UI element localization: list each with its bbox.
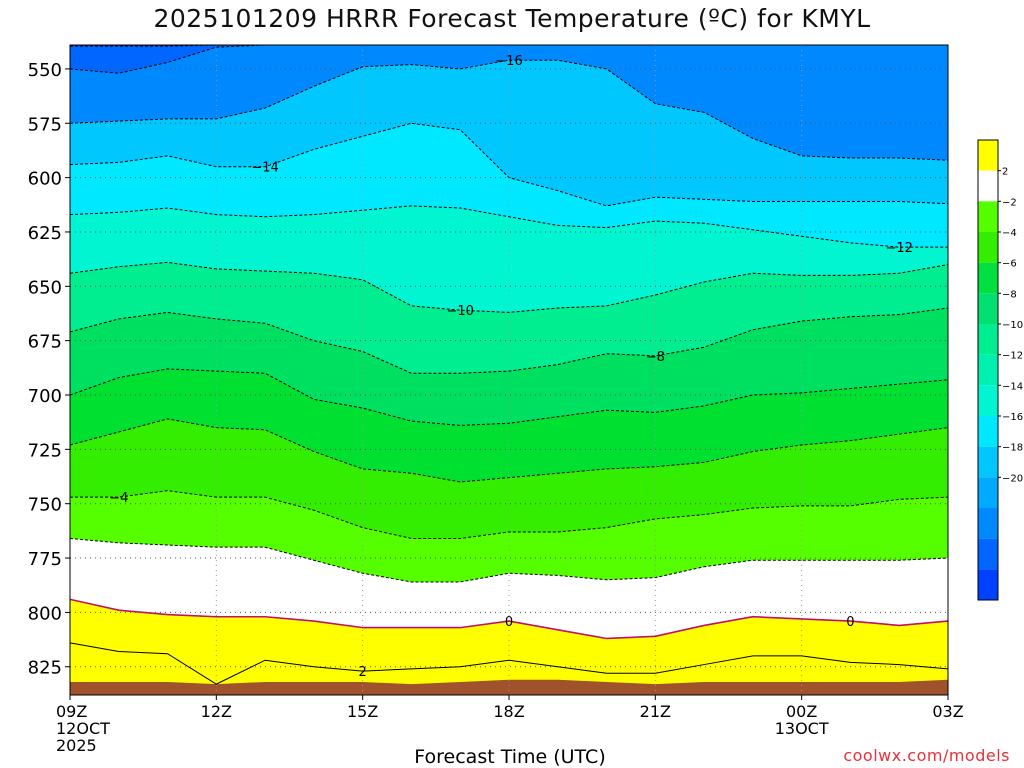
contour-label: 0 [505,615,513,630]
contour-line--14 [70,59,948,161]
y-tick-label: 600 [28,169,62,190]
y-tick-label: 650 [28,277,62,298]
colorbar-frame [977,139,999,601]
x-tick-label: 12OCT [56,719,110,738]
colorbar-label: −8 [1002,289,1017,300]
source-credit: coolwx.com/models [843,746,1010,765]
colorbar-swatch [978,416,998,447]
colorbar-swatch [978,324,998,355]
contour-line-6 [70,642,948,685]
x-tick-label: 00Z [786,702,817,721]
y-tick-label: 550 [28,60,62,81]
colorbar-swatch [978,569,998,600]
contour-label-extra: 0 [846,615,854,630]
y-tick-label: 625 [28,223,62,244]
colorbar-swatch [978,508,998,539]
x-tick-label: 15Z [347,702,378,721]
plot-area [70,45,948,695]
y-tick-label: 750 [28,495,62,516]
x-tick-label: 09Z [56,702,87,721]
colorbar-label: −10 [1002,320,1023,331]
y-tick-label: 800 [28,603,62,624]
colorbar-swatch [978,477,998,508]
colorbar-swatch [978,354,998,386]
colorbar-label: −16 [1002,412,1023,423]
x-tick-label: 12Z [201,702,232,721]
colorbar-swatch [978,293,998,324]
colorbar-label: −20 [1002,473,1023,484]
colorbar-label: 2 [1002,167,1008,178]
x-axis-label: Forecast Time (UTC) [414,746,606,768]
contour-line--2 [70,418,948,483]
contour-line-2 [70,537,948,583]
contour-line--6 [70,307,948,374]
contour-line-0 [70,490,948,539]
contour-line--4 [70,368,948,426]
x-tick-label: 2025 [56,736,97,755]
colorbar-swatch [978,262,998,294]
y-tick-label: 825 [28,658,62,679]
contour-label: −10 [447,304,474,319]
colorbar-swatch [978,140,998,171]
ground-fill [70,679,948,695]
colorbar-label: −2 [1002,197,1017,208]
x-tick-label: 21Z [640,702,671,721]
contour-line--12 [70,122,948,207]
colorbar-label: −4 [1002,228,1017,239]
contour-label: 2 [359,665,367,680]
contour-line--16 [70,45,948,74]
contour-line--8 [70,261,948,313]
y-tick-label: 775 [28,549,62,570]
colorbar-label: −18 [1002,443,1023,454]
y-tick-label: 675 [28,332,62,353]
contour-label: −16 [495,54,522,69]
colorbar-label: −14 [1002,381,1023,392]
colorbar-swatch [978,201,998,232]
x-tick-label: 13OCT [775,719,829,738]
contour-label: −12 [886,241,913,256]
y-tick-label: 575 [28,114,62,135]
contour-line--10 [70,205,948,248]
x-tick-label: 18Z [493,702,524,721]
colorbar-swatch [978,446,998,478]
colorbar-swatch [978,385,998,416]
colorbar-swatch [978,170,998,202]
contour-label: −14 [251,161,278,176]
y-tick-label: 725 [28,440,62,461]
colorbar-label: −6 [1002,259,1017,270]
contour-label: −4 [109,491,128,506]
colorbar-swatch [978,538,998,570]
colorbar-swatch [978,232,998,263]
y-tick-label: 700 [28,386,62,407]
x-tick-label: 03Z [932,702,963,721]
contour-label: −8 [646,350,665,365]
chart-title: 2025101209 HRRR Forecast Temperature (ºC… [153,4,871,33]
colorbar-label: −12 [1002,351,1023,362]
contour-line-4 [70,598,948,640]
